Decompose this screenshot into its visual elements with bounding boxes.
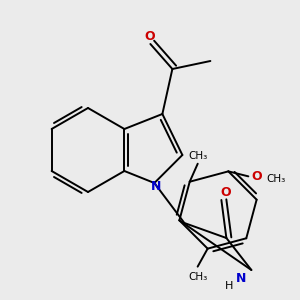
Text: N: N [236, 272, 247, 284]
Text: O: O [251, 170, 262, 183]
Text: CH₃: CH₃ [267, 174, 286, 184]
Text: H: H [225, 281, 234, 291]
Text: CH₃: CH₃ [188, 151, 207, 161]
Text: N: N [151, 179, 162, 193]
Text: CH₃: CH₃ [188, 272, 207, 282]
Text: O: O [220, 185, 231, 199]
Text: O: O [144, 29, 155, 43]
